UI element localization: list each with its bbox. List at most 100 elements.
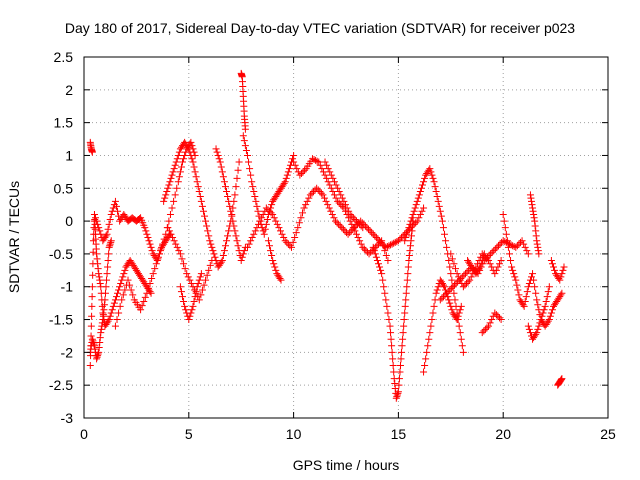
data-point: [461, 281, 469, 289]
data-point: [538, 312, 546, 320]
data-point: [106, 240, 114, 248]
data-point: [464, 278, 472, 286]
data-point: [251, 192, 259, 200]
data-point: [224, 192, 232, 200]
data-point: [429, 309, 437, 317]
data-point: [496, 240, 504, 248]
data-point: [360, 245, 368, 253]
data-point: [294, 224, 302, 232]
data-point: [121, 286, 129, 294]
data-point: [478, 256, 486, 264]
data-point: [112, 293, 120, 301]
y-tick-label: -0.5: [49, 246, 73, 262]
data-point: [348, 212, 356, 220]
data-point: [247, 171, 255, 179]
data-point: [439, 224, 447, 232]
data-point: [389, 355, 397, 363]
data-point: [385, 242, 393, 250]
data-point: [365, 225, 373, 233]
data-point: [459, 348, 467, 356]
data-point: [271, 263, 279, 271]
data-point: [338, 194, 346, 202]
data-point: [494, 242, 502, 250]
data-point: [395, 375, 403, 383]
data-point: [349, 214, 357, 222]
data-point: [94, 260, 102, 268]
data-point: [502, 238, 510, 246]
data-point: [285, 165, 293, 173]
data-point: [378, 270, 386, 278]
data-point: [526, 329, 534, 337]
data-point: [372, 234, 380, 241]
data-point: [265, 207, 273, 215]
data-point: [147, 243, 155, 251]
data-point: [434, 283, 442, 291]
data-point: [388, 342, 396, 350]
data-point: [533, 296, 541, 304]
data-point: [446, 286, 454, 294]
data-point: [171, 161, 179, 169]
data-point: [87, 322, 95, 330]
data-point: [225, 227, 233, 235]
data-point: [171, 191, 179, 199]
data-point: [246, 165, 254, 173]
data-point: [524, 283, 532, 291]
data-point: [242, 147, 250, 155]
data-point: [144, 284, 152, 292]
data-point: [310, 156, 318, 164]
data-point: [105, 220, 113, 228]
data-point: [99, 309, 107, 317]
data-point: [558, 375, 566, 383]
data-point: [376, 263, 384, 271]
data-point: [247, 237, 255, 245]
data-point: [548, 306, 556, 314]
data-point: [89, 248, 97, 256]
data-point: [390, 239, 398, 247]
data-point: [210, 250, 218, 258]
data-point: [181, 151, 189, 159]
data-point: [356, 237, 364, 245]
data-point: [452, 265, 460, 273]
data-point: [107, 309, 115, 317]
data-point: [386, 322, 394, 330]
data-point: [432, 188, 440, 196]
data-point: [276, 275, 284, 283]
data-point: [421, 361, 429, 369]
data-point: [448, 306, 456, 314]
data-point: [240, 137, 248, 145]
data-point: [376, 237, 384, 245]
data-point: [330, 178, 338, 186]
data-point: [394, 389, 402, 397]
data-point: [316, 188, 324, 196]
data-point: [525, 279, 533, 287]
data-point: [195, 296, 203, 304]
data-point: [527, 194, 535, 202]
data-point: [202, 217, 210, 225]
data-point: [491, 309, 499, 317]
data-point: [374, 235, 382, 243]
data-point: [120, 270, 128, 278]
data-point: [432, 289, 440, 297]
data-point: [502, 230, 510, 238]
data-point: [347, 227, 355, 235]
data-point: [233, 174, 241, 182]
data-point: [476, 263, 484, 271]
data-point: [460, 271, 468, 279]
data-point: [248, 234, 256, 241]
data-point: [209, 247, 217, 255]
data-point: [449, 283, 457, 291]
data-point: [100, 301, 108, 309]
data-point: [193, 283, 201, 291]
data-point: [480, 327, 488, 335]
data-point: [332, 194, 340, 202]
data-point: [523, 247, 531, 255]
data-point: [189, 302, 197, 310]
data-point: [518, 237, 526, 245]
data-point: [414, 194, 422, 202]
data-point: [315, 158, 323, 166]
data-point: [428, 316, 436, 324]
data-point: [533, 240, 541, 248]
data-point: [180, 155, 188, 163]
data-point: [511, 273, 519, 281]
data-point: [305, 194, 313, 202]
